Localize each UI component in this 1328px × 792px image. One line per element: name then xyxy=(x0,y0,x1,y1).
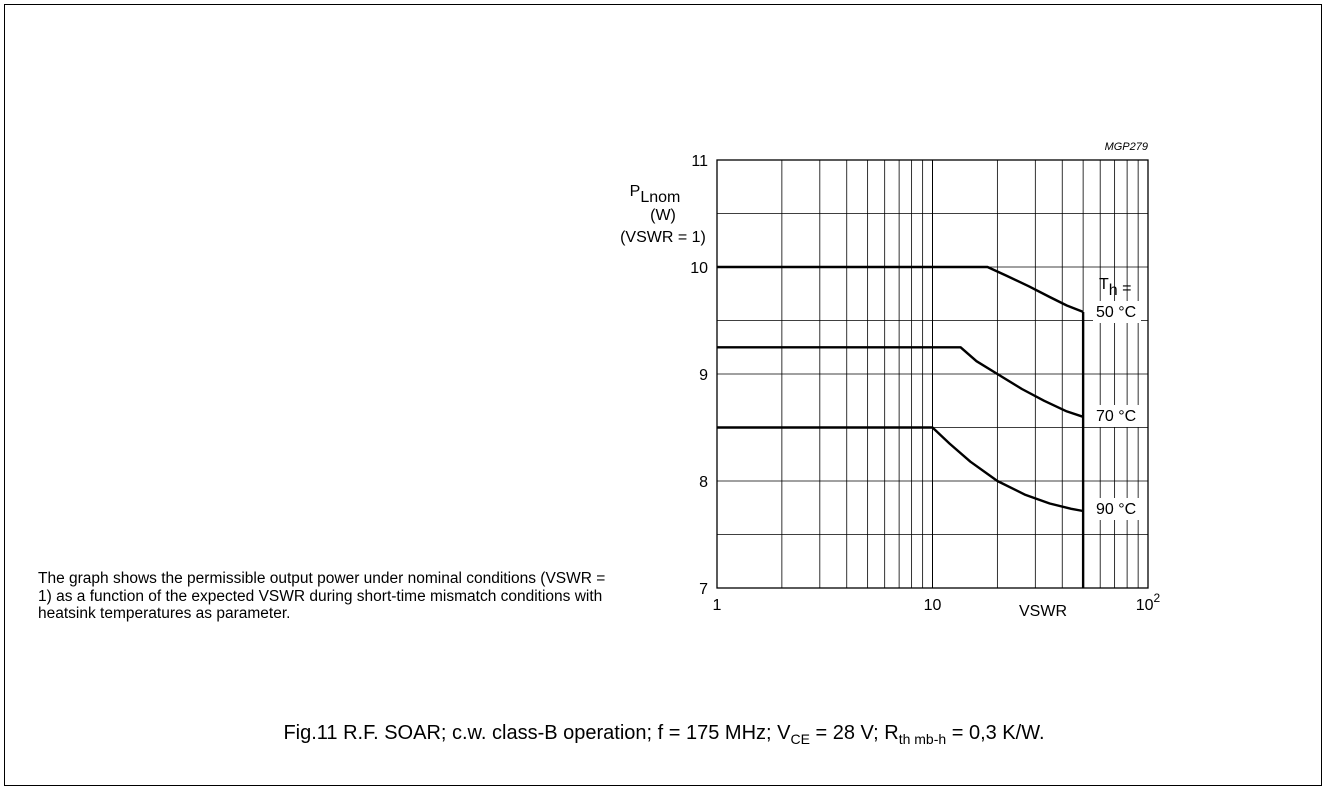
y-axis-label: PLnom xyxy=(630,183,681,206)
series-label-background xyxy=(1093,405,1141,427)
figure-code: MGP279 xyxy=(1105,141,1148,153)
series-label-background xyxy=(1093,498,1141,520)
series-line xyxy=(717,426,1084,513)
y-axis-unit: (W) xyxy=(650,207,676,224)
caption-suffix: = 0,3 K/W. xyxy=(946,722,1045,744)
caption-middle: = 28 V; R xyxy=(809,722,899,744)
y-tick-label: 10 xyxy=(690,260,708,277)
x-tick-label: 102 xyxy=(1136,591,1161,614)
series-group xyxy=(717,265,1085,588)
x-tick-label: 10 xyxy=(924,597,942,614)
plot-area-border xyxy=(716,159,1149,589)
y-tick-label: 9 xyxy=(699,367,708,384)
x-tick-label: 1 xyxy=(713,597,722,614)
series-line xyxy=(717,346,1084,418)
caption-prefix: Fig.11 R.F. SOAR; c.w. class-B operation… xyxy=(283,722,791,744)
legend-title: Th = xyxy=(1099,276,1131,299)
series-line xyxy=(717,265,1084,314)
y-tick-label: 7 xyxy=(699,581,708,598)
series-label-background xyxy=(1093,301,1141,323)
x-axis-label: VSWR xyxy=(1019,603,1067,620)
y-tick-label: 11 xyxy=(691,153,708,170)
figure-caption: Fig.11 R.F. SOAR; c.w. class-B operation… xyxy=(0,722,1328,747)
caption-vce-subscript: CE xyxy=(790,731,810,747)
y-axis-condition: (VSWR = 1) xyxy=(620,229,706,246)
series-label: 90 °C xyxy=(1096,501,1136,518)
series-label: 50 °C xyxy=(1096,304,1136,321)
figure-frame xyxy=(4,4,1322,786)
chart-description: The graph shows the permissible output p… xyxy=(38,570,606,622)
caption-rth-subscript: th mb-h xyxy=(898,731,947,747)
y-tick-label: 8 xyxy=(699,474,708,491)
series-label: 70 °C xyxy=(1096,408,1136,425)
